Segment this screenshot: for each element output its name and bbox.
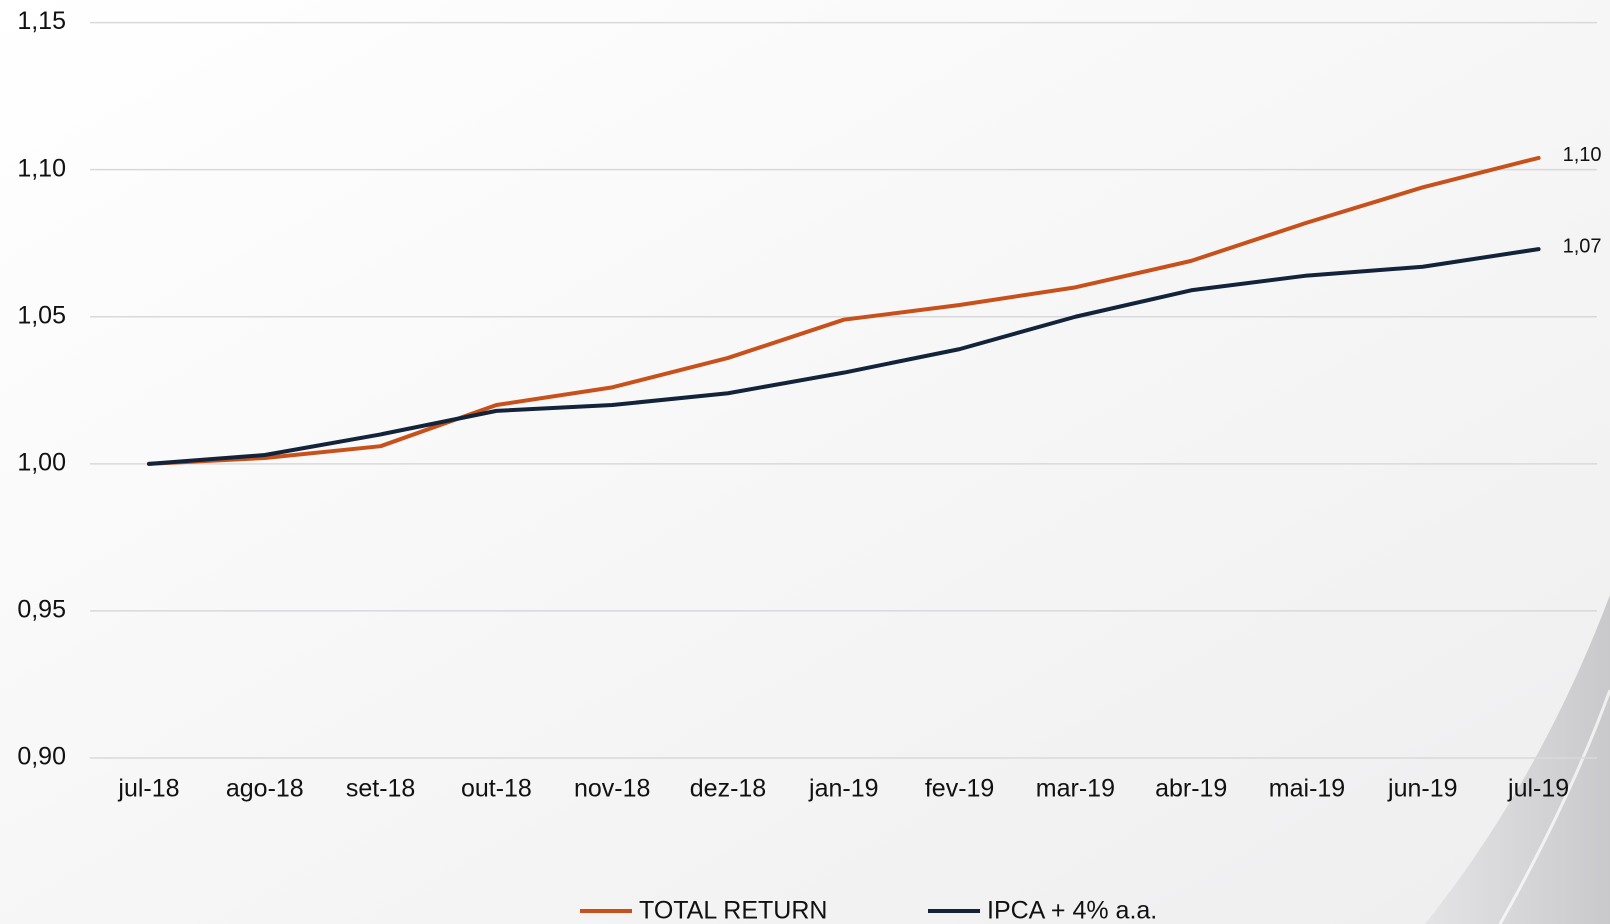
legend-label: TOTAL RETURN [639, 897, 827, 924]
x-tick-label: jul-18 [117, 775, 179, 803]
x-tick-label: nov-18 [574, 775, 650, 803]
y-tick-label: 1,05 [17, 301, 66, 329]
value-label: 1,07 [1563, 235, 1602, 257]
background-swoosh [1425, 595, 1610, 924]
x-tick-label: jun-19 [1387, 775, 1458, 803]
x-tick-label: set-18 [346, 775, 415, 803]
x-tick-label: mar-19 [1036, 775, 1115, 803]
series-line [147, 155, 1541, 466]
legend-label: IPCA + 4% a.a. [987, 897, 1157, 924]
x-tick-label: ago-18 [226, 775, 304, 803]
series-line [147, 247, 1541, 466]
y-tick-label: 0,95 [17, 596, 66, 624]
y-tick-label: 1,10 [17, 154, 66, 182]
x-tick-label: out-18 [461, 775, 532, 803]
x-tick-label: jul-19 [1507, 775, 1569, 803]
x-tick-label: abr-19 [1155, 775, 1227, 803]
x-tick-label: jan-19 [808, 775, 879, 803]
y-tick-label: 1,00 [17, 448, 66, 476]
background-swoosh-line [1498, 689, 1610, 924]
value-label: 1,10 [1563, 144, 1602, 166]
x-tick-label: fev-19 [925, 775, 994, 803]
x-tick-label: mai-19 [1269, 775, 1345, 803]
y-tick-label: 0,90 [17, 743, 66, 771]
y-tick-label: 1,15 [17, 7, 66, 35]
x-tick-label: dez-18 [690, 775, 766, 803]
